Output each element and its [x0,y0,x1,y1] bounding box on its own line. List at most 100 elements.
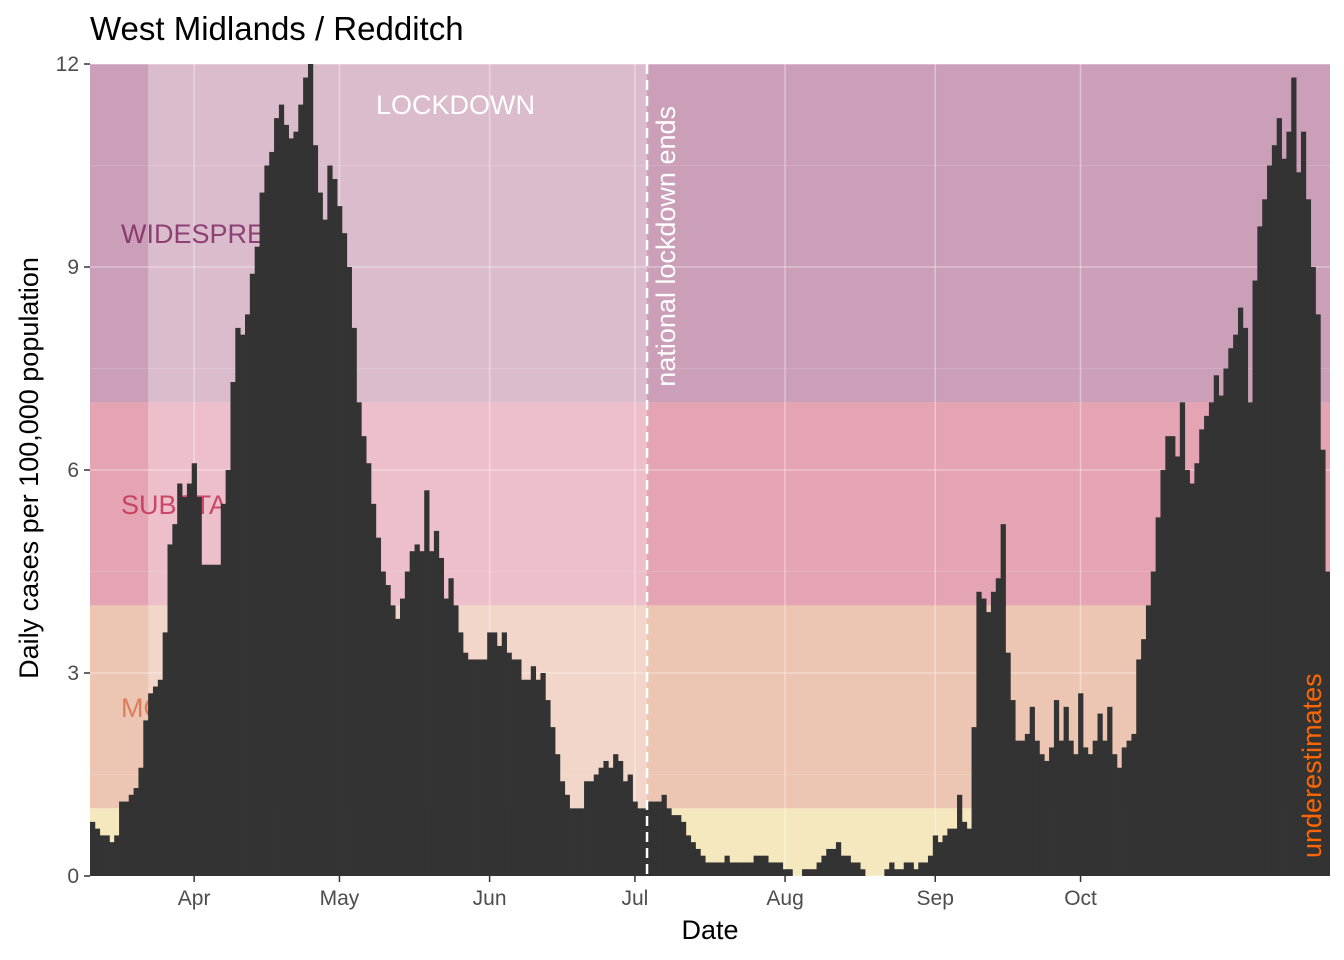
bar-187 [995,578,1002,876]
bar-186 [990,591,997,876]
bar-75 [453,605,459,876]
bar-101 [579,808,585,876]
bar-153 [831,848,837,876]
bar-77 [462,652,469,876]
bar-126 [700,855,706,876]
bar-118 [661,794,667,876]
bar-15 [162,632,168,876]
bar-227 [1189,483,1195,876]
bar-9 [133,788,139,876]
bar-97 [559,781,566,876]
bar-107 [608,767,614,876]
bar-203 [1073,754,1079,876]
bar-197 [1044,760,1050,876]
bar-200 [1058,740,1064,876]
bar-249 [1296,172,1302,876]
bar-239 [1247,402,1253,876]
bar-194 [1029,706,1035,876]
bar-65 [404,571,411,876]
bar-67 [414,544,420,876]
bar-24 [206,564,212,876]
bar-234 [1223,368,1229,876]
bar-158 [855,862,861,876]
bar-93 [540,673,546,876]
bar-106 [603,760,609,876]
bar-89 [521,679,527,876]
bar-87 [511,659,517,876]
bar-156 [845,855,851,876]
bar-155 [840,855,847,876]
bar-7 [123,801,130,876]
bar-236 [1233,334,1239,876]
bar-129 [714,862,721,876]
bar-225 [1179,402,1186,876]
bar-66 [409,551,415,876]
bar-57 [366,463,372,876]
bar-125 [695,848,701,876]
bar-250 [1300,131,1307,876]
bar-116 [651,801,658,876]
bar-59 [375,537,382,876]
x-tick-label-3: Jul [621,887,648,910]
bar-62 [390,605,396,876]
bar-191 [1015,740,1021,876]
bar-51 [337,206,343,876]
bar-83 [492,632,498,876]
bar-165 [889,862,895,876]
bar-14 [157,679,164,876]
bar-99 [569,808,575,876]
bar-219 [1150,571,1157,876]
bar-100 [574,808,580,876]
bar-48 [322,219,328,876]
y-tick-label-4: 12 [56,53,79,76]
bar-52 [341,233,348,876]
bar-138 [758,855,764,876]
bar-34 [254,246,260,876]
y-axis-title: Daily cases per 100,000 population [14,257,44,679]
bar-16 [167,544,173,876]
y-axis: 0 3 6 9 12 [56,53,90,888]
bar-217 [1141,639,1147,876]
bar-179 [957,794,963,876]
bar-213 [1121,747,1127,876]
bar-45 [307,64,314,876]
bar-102 [584,781,590,876]
bar-246 [1281,158,1287,876]
bar-27 [220,503,227,876]
bar-25 [211,564,217,876]
bar-180 [961,821,968,876]
y-tick-label-2: 6 [67,459,79,482]
bar-31 [240,334,246,876]
bar-40 [283,124,289,876]
bar-42 [293,131,299,876]
bar-137 [753,855,759,876]
bar-190 [1010,700,1016,876]
bar-178 [952,828,958,876]
bar-54 [351,327,357,876]
bar-20 [186,483,193,876]
bar-35 [259,192,265,876]
bar-10 [138,767,144,876]
bar-157 [850,862,856,876]
bar-223 [1170,436,1176,876]
bar-29 [230,382,236,876]
bar-28 [225,470,231,876]
bar-154 [835,842,842,876]
bar-216 [1136,659,1142,876]
bar-127 [705,862,711,876]
bar-252 [1310,267,1316,876]
x-tick-label-0: Apr [178,887,211,910]
bar-81 [482,659,488,876]
bar-18 [177,483,183,876]
bar-11 [143,720,149,876]
bar-144 [787,869,793,876]
bar-111 [627,774,633,876]
bar-170 [913,869,919,876]
bar-74 [448,578,454,876]
bar-130 [719,862,725,876]
bar-119 [666,808,672,876]
bar-133 [734,862,740,876]
bar-98 [564,794,570,876]
bar-131 [724,855,730,876]
bar-68 [419,551,425,876]
